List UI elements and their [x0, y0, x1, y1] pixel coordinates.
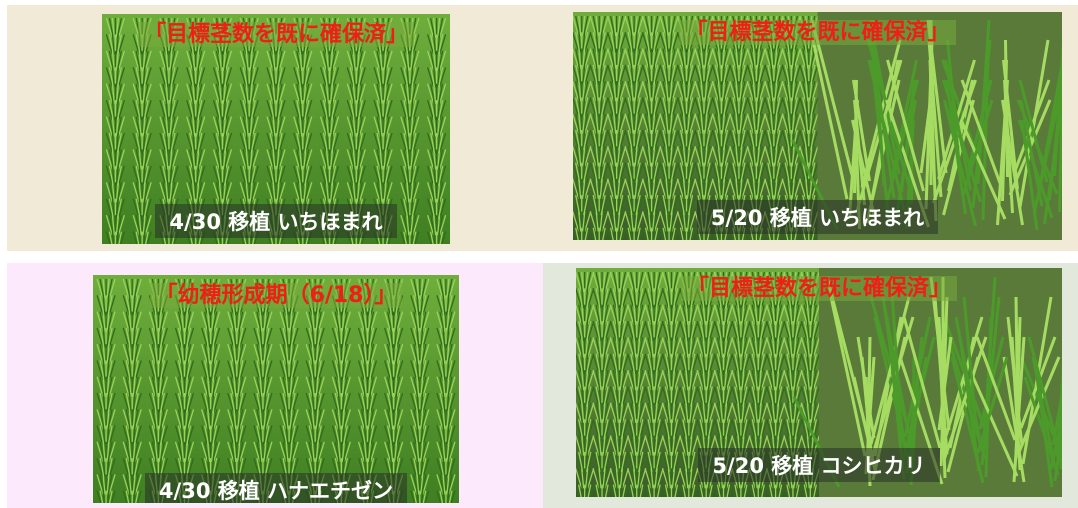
photo-label: 「幼穂形成期（6/18）」: [93, 277, 459, 309]
caption-text: 5/20 移植 コシヒカリ: [698, 448, 940, 482]
photo-label: 「目標茎数を既に確保済」: [102, 16, 450, 48]
photo-label: 「目標茎数を既に確保済」: [576, 270, 1062, 302]
field-image: [93, 275, 459, 503]
caption-text: 4/30 移植 いちほまれ: [155, 204, 397, 238]
label-text: 「目標茎数を既に確保済」: [680, 276, 957, 301]
rice-photo: 「目標茎数を既に確保済」 4/30 移植 いちほまれ: [102, 14, 450, 244]
photo-caption: 5/20 移植 いちほまれ: [573, 200, 1062, 234]
photo-caption: 4/30 移植 いちほまれ: [102, 204, 450, 238]
photo-label: 「目標茎数を既に確保済」: [573, 14, 1062, 46]
label-text: 「目標茎数を既に確保済」: [679, 20, 956, 45]
rice-photo: 「幼穂形成期（6/18）」 4/30 移植 ハナエチゼン: [93, 275, 459, 503]
label-text: 「目標茎数を既に確保済」: [137, 22, 414, 47]
photo-caption: 4/30 移植 ハナエチゼン: [93, 473, 459, 503]
photo-caption: 5/20 移植 コシヒカリ: [576, 448, 1062, 482]
caption-text: 4/30 移植 ハナエチゼン: [144, 473, 408, 503]
rice-photo: 「目標茎数を既に確保済」 5/20 移植 コシヒカリ: [576, 268, 1062, 497]
label-text: 「幼穂形成期（6/18）」: [149, 283, 403, 308]
rice-photo: 「目標茎数を既に確保済」 5/20 移植 いちほまれ: [573, 12, 1062, 240]
caption-text: 5/20 移植 いちほまれ: [696, 200, 939, 234]
